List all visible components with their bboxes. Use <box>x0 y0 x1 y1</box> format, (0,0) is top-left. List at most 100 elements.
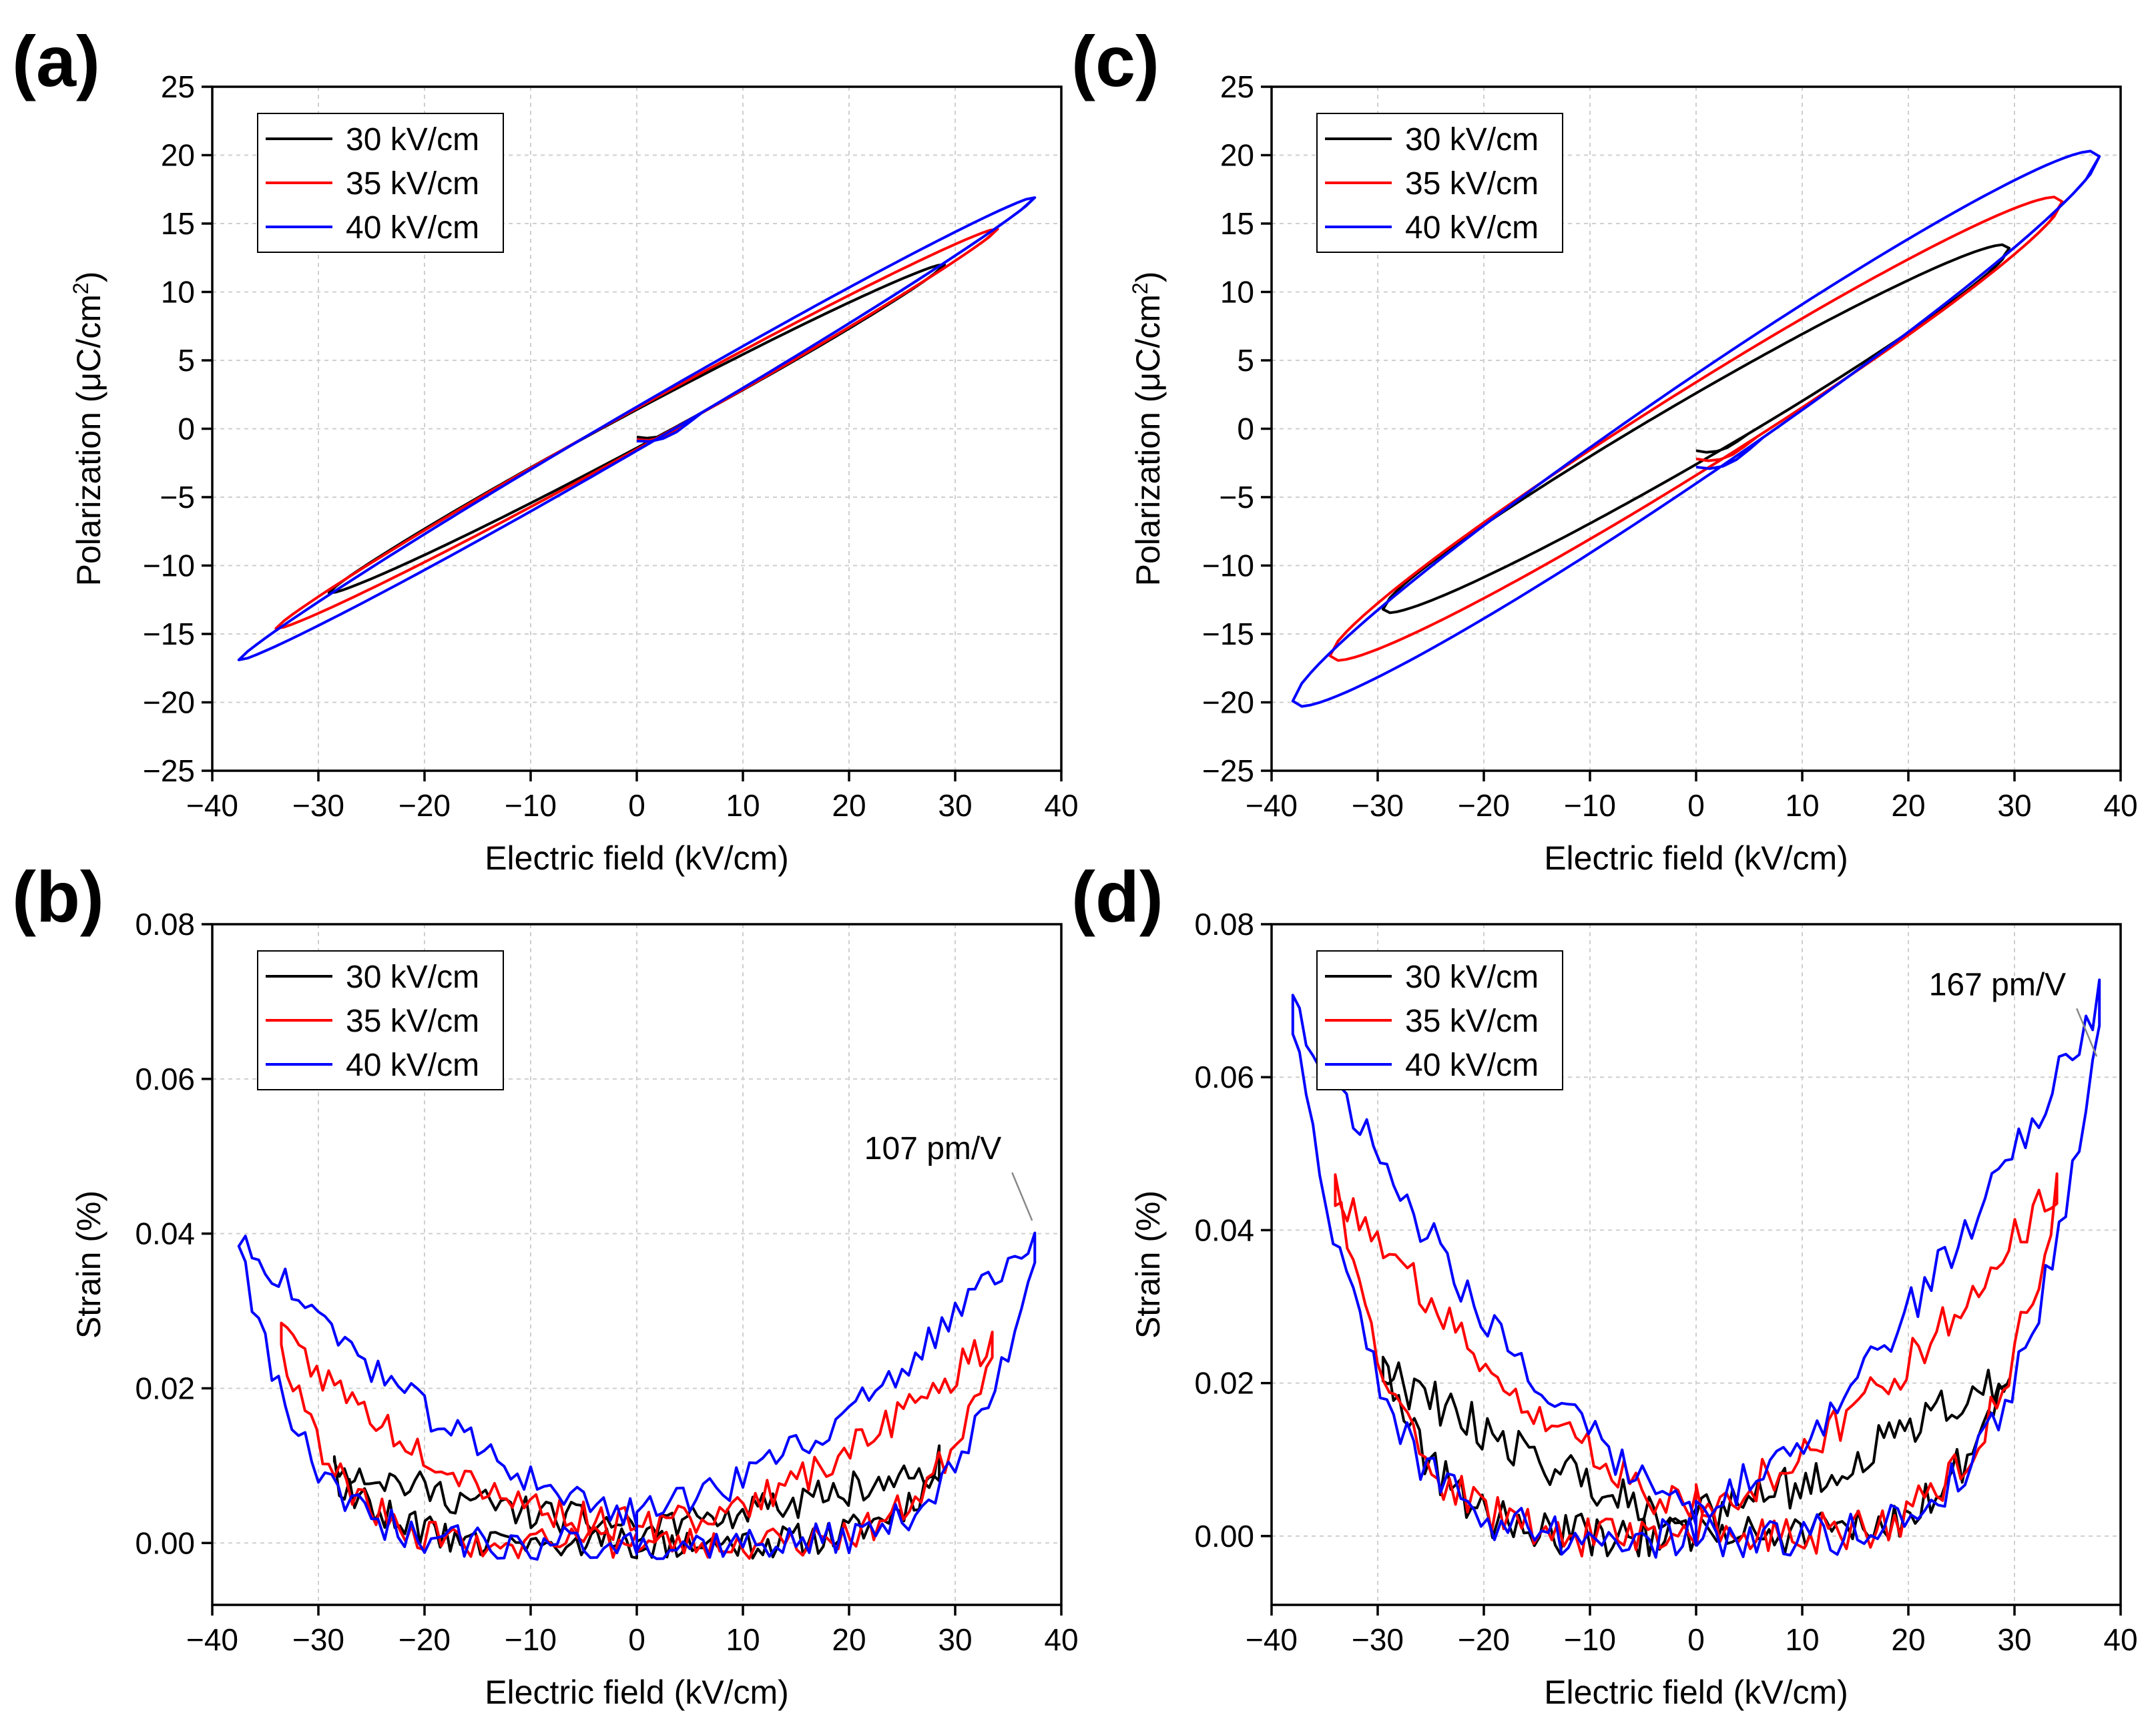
x-tick-label: −20 <box>1458 1622 1510 1657</box>
y-tick-label: 20 <box>161 138 195 173</box>
y-tick-label: −15 <box>143 617 195 651</box>
x-tick-label: −30 <box>292 1622 344 1657</box>
x-axis-label: Electric field (kV/cm) <box>1544 1674 1848 1711</box>
y-tick-label: −20 <box>143 685 195 720</box>
y-tick-label: −5 <box>160 480 195 514</box>
y-axis-label: Strain (%) <box>1129 1190 1167 1339</box>
legend-label: 35 kV/cm <box>1405 166 1539 202</box>
x-tick-label: −40 <box>186 788 238 823</box>
y-tick-label: −10 <box>143 549 195 583</box>
x-tick-label: −30 <box>1352 1622 1404 1657</box>
series-line-40kvcm <box>1291 149 2101 708</box>
x-tick-label: −30 <box>1352 788 1404 823</box>
legend-label: 35 kV/cm <box>346 166 479 202</box>
legend: 30 kV/cm 35 kV/cm 40 kV/cm <box>1316 950 1563 1090</box>
x-tick-label: 30 <box>938 788 972 823</box>
chart-a: −40 −30 −20 −10 0 10 20 30 40 −25 −20 −15 −10 −5 0 5 10 1… <box>69 69 1079 877</box>
y-tick-label: 5 <box>178 343 195 378</box>
panel-label-c: (c) <box>1071 21 1159 101</box>
y-axis-label: Polarization (μC/cm2) <box>69 272 107 587</box>
y-tick-label: 0.08 <box>135 907 195 942</box>
y-tick-label: 10 <box>1220 275 1254 310</box>
x-tick-label: 30 <box>1997 1622 2031 1657</box>
x-tick-label: 10 <box>726 788 760 823</box>
y-tick-label: 15 <box>161 206 195 241</box>
x-axis-label: Electric field (kV/cm) <box>1544 839 1848 877</box>
x-tick-label: 40 <box>2103 788 2137 823</box>
x-tick-label: −10 <box>505 788 557 823</box>
x-tick-label: 20 <box>1891 788 1925 823</box>
series-line-35kvcm <box>1328 196 2064 662</box>
x-tick-label: −40 <box>186 1622 238 1657</box>
legend-label: 35 kV/cm <box>346 1004 479 1039</box>
panel-label-a: (a) <box>12 21 100 101</box>
legend-label: 35 kV/cm <box>1405 1004 1539 1039</box>
annotation-leader <box>2076 1008 2098 1057</box>
x-axis-label: Electric field (kV/cm) <box>485 839 789 877</box>
y-tick-label: 0 <box>178 412 195 446</box>
series-line-40kvcm <box>237 1231 1037 1561</box>
y-tick-label: 0.04 <box>135 1217 195 1251</box>
legend: 30 kV/cm 35 kV/cm 40 kV/cm <box>1316 113 1563 253</box>
data-layer <box>237 1231 1037 1561</box>
legend-label: 30 kV/cm <box>346 122 479 157</box>
x-tick-label: 30 <box>938 1622 972 1657</box>
y-tick-label: 15 <box>1220 206 1254 241</box>
annotation-label: 167 pm/V <box>1929 967 2066 1002</box>
x-tick-label: −40 <box>1246 788 1298 823</box>
data-layer <box>1291 149 2101 708</box>
x-tick-label: 40 <box>1044 788 1078 823</box>
x-tick-label: 0 <box>1687 788 1705 823</box>
legend-label: 40 kV/cm <box>346 210 479 246</box>
y-tick-label: 0.02 <box>1194 1366 1254 1401</box>
x-tick-label: −10 <box>1564 788 1616 823</box>
y-tick-label: 0.06 <box>1194 1060 1254 1094</box>
y-tick-label: 0 <box>1237 412 1254 446</box>
y-axis-label: Strain (%) <box>70 1190 107 1339</box>
legend-label: 30 kV/cm <box>346 960 479 995</box>
legend-box <box>1316 950 1563 1090</box>
legend-label: 40 kV/cm <box>1405 1048 1539 1083</box>
legend-label: 30 kV/cm <box>1405 122 1539 157</box>
y-tick-label: 25 <box>161 69 195 104</box>
y-tick-label: 0.00 <box>135 1525 195 1560</box>
panel-label-d: (d) <box>1071 856 1163 937</box>
x-tick-label: −20 <box>1458 788 1510 823</box>
legend-label: 40 kV/cm <box>346 1048 479 1083</box>
y-tick-label: 0.06 <box>135 1062 195 1096</box>
x-tick-label: −40 <box>1246 1622 1298 1657</box>
x-tick-label: 40 <box>2103 1622 2137 1657</box>
x-tick-label: −30 <box>292 788 344 823</box>
x-tick-label: 0 <box>628 1622 645 1657</box>
x-tick-label: 10 <box>1785 788 1819 823</box>
chart-b: −40 −30 −20 −10 0 10 20 30 40 0.00 0.02 0.04 0.06 0.0… <box>70 907 1079 1711</box>
panel-label-b: (b) <box>12 856 104 937</box>
y-tick-label: 20 <box>1220 138 1254 173</box>
annotation-leader <box>1011 1172 1033 1221</box>
legend-label: 40 kV/cm <box>1405 210 1539 246</box>
x-tick-label: 40 <box>1044 1622 1078 1657</box>
y-tick-label: −20 <box>1202 685 1254 720</box>
series-line-40kvcm <box>1291 978 2101 1559</box>
legend: 30 kV/cm 35 kV/cm 40 kV/cm <box>257 113 504 253</box>
x-tick-label: 0 <box>628 788 645 823</box>
x-tick-label: −20 <box>398 1622 451 1657</box>
y-tick-label: 0.08 <box>1194 907 1254 942</box>
y-tick-label: 0.00 <box>1194 1519 1254 1553</box>
legend: 30 kV/cm 35 kV/cm 40 kV/cm <box>257 950 504 1090</box>
x-tick-label: 10 <box>726 1622 760 1657</box>
x-tick-label: 10 <box>1785 1622 1819 1657</box>
data-layer <box>237 196 1037 661</box>
y-tick-label: −15 <box>1202 617 1254 651</box>
y-tick-label: 5 <box>1237 343 1254 378</box>
x-tick-label: −20 <box>398 788 451 823</box>
x-tick-label: 0 <box>1687 1622 1705 1657</box>
y-tick-label: 25 <box>1220 69 1254 104</box>
legend-label: 30 kV/cm <box>1405 960 1539 995</box>
series-line-40kvcm <box>237 196 1037 661</box>
x-tick-label: −10 <box>1564 1622 1616 1657</box>
data-layer <box>1291 978 2101 1559</box>
x-tick-label: 30 <box>1997 788 2031 823</box>
x-tick-label: −10 <box>505 1622 557 1657</box>
